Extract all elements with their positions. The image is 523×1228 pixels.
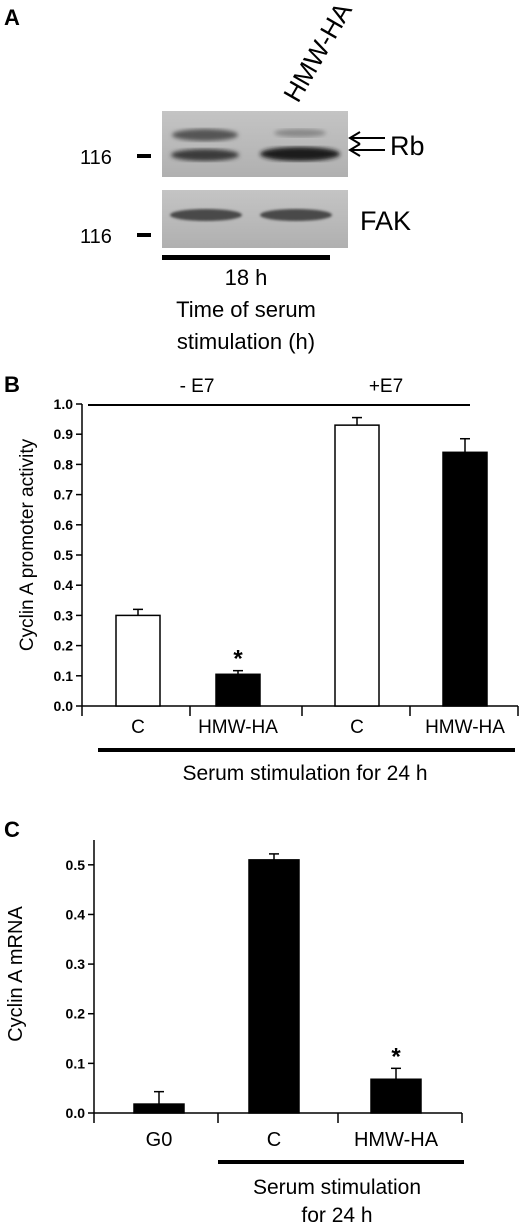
mw-marker-rb: 116 — [80, 147, 112, 169]
C-category-label: HMW-HA — [354, 1129, 439, 1151]
B-y-tick-label: 0.9 — [54, 426, 74, 442]
band-label-fak: FAK — [360, 206, 411, 236]
C-y-tick-label: 0.0 — [66, 1105, 86, 1121]
mw-tick-fak — [137, 233, 151, 237]
panel-c-chart: C Cyclin A mRNA Serum stimulation for 24… — [4, 817, 464, 1227]
C-y-tick-label: 0.2 — [66, 1006, 86, 1022]
band-label-rb: Rb — [390, 131, 425, 161]
B-bar — [442, 451, 488, 707]
panel-b-letter: B — [4, 372, 20, 397]
C-y-tick-label: 0.1 — [66, 1055, 86, 1071]
rb-band-lower-lane1 — [171, 149, 239, 161]
B-category-label: C — [350, 717, 364, 738]
panel-c-xlabel-line1: Serum stimulation — [253, 1176, 421, 1199]
rb-band-lower-lane2 — [260, 147, 340, 161]
mw-tick-rb — [137, 154, 151, 158]
fak-band-lane2 — [260, 209, 332, 221]
rb-band-upper-lane1 — [172, 129, 238, 141]
blot-fak — [162, 190, 348, 248]
B-y-tick-label: 0.7 — [54, 487, 74, 503]
C-y-tick-label: 0.3 — [66, 956, 86, 972]
B-y-tick-label: 0.4 — [54, 577, 74, 593]
fak-band-lane1 — [170, 209, 242, 221]
B-category-label: HMW-HA — [425, 717, 505, 738]
panel-c-ylabel: Cyclin A mRNA — [5, 906, 27, 1042]
panel-b-group-plus-e7: +E7 — [369, 376, 403, 397]
C-bar — [370, 1078, 422, 1114]
B-y-tick-label: 0.1 — [54, 668, 74, 684]
B-y-tick-label: 0.8 — [54, 456, 74, 472]
B-y-tick-label: 0.6 — [54, 517, 74, 533]
B-y-tick-label: 0.5 — [54, 547, 74, 563]
panel-b-group-minus-e7: - E7 — [180, 376, 215, 397]
C-category-label: C — [267, 1129, 281, 1151]
xlabel-line2: stimulation (h) — [177, 329, 315, 354]
B-bar — [334, 424, 380, 707]
B-category-label: HMW-HA — [198, 717, 278, 738]
B-category-label: C — [131, 717, 145, 738]
panel-a-letter: A — [4, 5, 20, 30]
C-significance-star: * — [391, 1043, 401, 1070]
B-significance-star: * — [233, 646, 243, 673]
xlabel-line1: Time of serum — [176, 297, 316, 322]
panel-b-chart: B Cyclin A promoter activity Serum stimu… — [4, 372, 519, 785]
C-bar — [248, 859, 300, 1114]
time-bar — [162, 255, 330, 260]
panel-c-xlabel-line2: for 24 h — [301, 1204, 372, 1227]
panel-a: A HMW-HA 116 116 Rb FAK — [4, 0, 425, 354]
panel-b-xlabel: Serum stimulation for 24 h — [182, 762, 427, 785]
B-bar — [115, 614, 161, 707]
B-y-tick-label: 0.2 — [54, 638, 74, 654]
lane-label-hmw-ha: HMW-HA — [277, 0, 358, 107]
B-y-tick-label: 0.3 — [54, 607, 74, 623]
blot-rb-background — [162, 111, 348, 177]
C-bar — [133, 1103, 185, 1114]
rb-arrows — [348, 131, 385, 157]
panel-c-letter: C — [4, 817, 20, 842]
C-category-label: G0 — [146, 1129, 173, 1151]
B-y-tick-label: 0.0 — [54, 698, 74, 714]
B-y-tick-label: 1.0 — [54, 396, 74, 412]
C-y-tick-label: 0.4 — [66, 906, 86, 922]
time-label: 18 h — [225, 265, 268, 290]
mw-marker-fak: 116 — [80, 226, 112, 248]
blot-rb — [162, 111, 348, 177]
panel-b-ylabel: Cyclin A promoter activity — [17, 438, 38, 651]
rb-band-upper-lane2 — [274, 129, 326, 137]
C-y-tick-label: 0.5 — [66, 857, 86, 873]
B-bar — [215, 673, 261, 707]
